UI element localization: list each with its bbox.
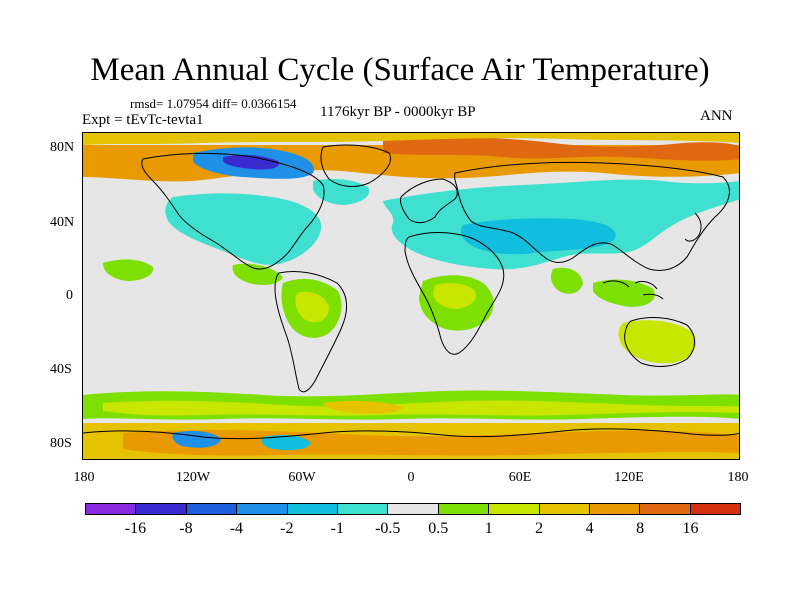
experiment-label: Expt = tEvTc-tevta1 bbox=[82, 112, 204, 128]
antarctica-cold-patch bbox=[172, 431, 221, 448]
coast-north-america bbox=[141, 152, 325, 270]
coastlines bbox=[83, 144, 739, 440]
greenland-cyan bbox=[313, 179, 370, 205]
colorbar-label: 2 bbox=[535, 520, 544, 537]
colorbar-swatch-11 bbox=[640, 503, 691, 515]
coast-greenland bbox=[320, 144, 391, 187]
colorbar-label: 0.5 bbox=[428, 520, 449, 537]
north-america-cyan-region bbox=[165, 193, 322, 265]
map-canvas bbox=[83, 133, 739, 459]
colorbar-label: -0.5 bbox=[375, 520, 401, 537]
colorbar-swatch-8 bbox=[489, 503, 540, 515]
arctic-darkorange-patch bbox=[383, 136, 739, 161]
colorbar-swatch-12 bbox=[690, 503, 742, 515]
colorbar-swatch-4 bbox=[287, 503, 338, 515]
x-label-180w: 180 bbox=[73, 470, 95, 485]
season-label: ANN bbox=[700, 108, 733, 124]
x-label-180e: 180 bbox=[727, 470, 749, 485]
x-label-120e: 120E bbox=[614, 470, 644, 485]
colorbar-label: -1 bbox=[330, 520, 344, 537]
maritime-continent-green bbox=[593, 279, 655, 307]
colorbar-label: 1 bbox=[484, 520, 493, 537]
pacific-green-patch bbox=[103, 259, 154, 281]
coast-australia bbox=[624, 317, 695, 367]
colorbar-swatch-2 bbox=[186, 503, 238, 515]
colorbar-swatch-6 bbox=[388, 503, 439, 515]
coast-indonesia bbox=[602, 280, 664, 300]
x-label-60e: 60E bbox=[508, 470, 532, 485]
coast-africa bbox=[404, 232, 505, 355]
colorbar-swatch-9 bbox=[539, 503, 590, 515]
colorbar-swatch-10 bbox=[589, 503, 641, 515]
colorbar-label: -4 bbox=[229, 520, 244, 537]
colorbar-label: -16 bbox=[124, 520, 147, 537]
arctic-gold-strip bbox=[83, 133, 739, 145]
temperature-anomaly-map bbox=[82, 132, 740, 460]
x-label-120w: 120W bbox=[175, 470, 211, 485]
colorbar-swatch-5 bbox=[337, 503, 389, 515]
y-label-80s: 80S bbox=[50, 436, 72, 451]
colorbar-label: 4 bbox=[585, 520, 594, 537]
colorbar-label: 16 bbox=[682, 520, 699, 537]
period-label: 1176kyr BP - 0000kyr BP bbox=[320, 104, 476, 120]
colorbar-label: -2 bbox=[280, 520, 294, 537]
stats-line: rmsd= 1.07954 diff= 0.0366154 bbox=[130, 96, 297, 111]
y-label-40s: 40S bbox=[50, 362, 72, 377]
coast-south-america bbox=[274, 270, 347, 393]
southern-ocean-yellowgreen-band bbox=[103, 400, 739, 416]
colorbar-swatch-1 bbox=[136, 503, 187, 515]
africa-yellowgreen-core bbox=[433, 283, 477, 309]
antarctica-lightblue-patch bbox=[261, 435, 311, 451]
colorbar-swatch-7 bbox=[438, 503, 490, 515]
coast-asia bbox=[454, 161, 730, 271]
colorbar-swatch-3 bbox=[237, 503, 288, 515]
colorbar-label: -8 bbox=[179, 520, 193, 537]
southern-ocean-gold-patch bbox=[323, 400, 403, 414]
central-america-green bbox=[232, 263, 283, 285]
y-label-40n: 40N bbox=[50, 215, 75, 230]
colorbar-swatch-0 bbox=[85, 503, 137, 515]
eurasia-lightblue-core bbox=[460, 218, 616, 255]
x-label-60w: 60W bbox=[288, 470, 316, 485]
australia-yellowgreen bbox=[618, 320, 697, 364]
x-label-0: 0 bbox=[407, 470, 415, 485]
coast-europe bbox=[400, 178, 458, 224]
colorbar bbox=[85, 503, 742, 515]
y-label-80n: 80N bbox=[50, 140, 75, 155]
chart-title: Mean Annual Cycle (Surface Air Temperatu… bbox=[90, 52, 710, 88]
south-america-yellowgreen bbox=[295, 291, 329, 323]
coast-antarctica bbox=[83, 428, 739, 440]
canada-darkblue-core bbox=[223, 154, 280, 170]
y-label-equator: 0 bbox=[66, 288, 73, 303]
coast-japan bbox=[684, 212, 702, 242]
colorbar-label: 8 bbox=[636, 520, 645, 537]
india-green bbox=[551, 267, 583, 294]
